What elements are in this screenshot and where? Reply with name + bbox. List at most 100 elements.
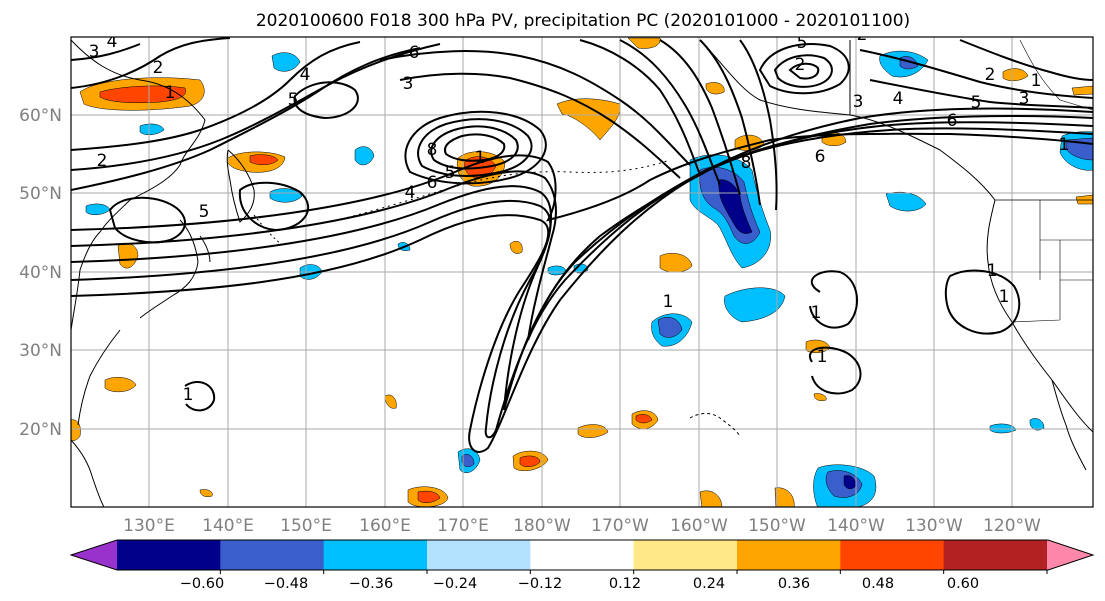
colorbar-tick-label: −0.24 [433, 576, 477, 592]
precip-patch [271, 52, 301, 72]
lon-label: 130°E [123, 516, 175, 536]
precip-patch [417, 490, 441, 503]
precip-patch [1071, 85, 1093, 96]
lon-label: 140°E [202, 516, 254, 536]
lon-label: 160°W [670, 516, 728, 536]
pv-contour [71, 41, 361, 151]
precip-shading [71, 37, 1093, 507]
precip-patch [627, 37, 661, 49]
colorbar-tick-label: 0.60 [947, 576, 979, 592]
pv-contour [809, 270, 859, 329]
lon-labels: 130°E 140°E 150°E 160°E 170°E 180°W 170°… [123, 516, 1041, 536]
colorbar: −0.60 −0.48 −0.36 −0.24 −0.12 0.12 0.24 … [69, 539, 1095, 592]
colorbar-tick-label: −0.60 [180, 576, 224, 592]
colorbar-segment [117, 540, 221, 570]
figure-title: 2020100600 F018 300 hPa PV, precipitatio… [256, 11, 910, 31]
contour-label: 1 [1059, 135, 1070, 155]
contour-label: 1 [183, 385, 194, 405]
lat-label: 20°N [19, 420, 62, 440]
lon-label: 160°E [359, 516, 411, 536]
contour-label: 2 [795, 55, 806, 75]
pv-contour [869, 79, 1093, 109]
colorbar-tick-label: −0.48 [264, 576, 308, 592]
pv-contour [430, 125, 519, 170]
pv-contour [404, 110, 547, 185]
colorbar-outline [69, 539, 1095, 571]
lat-label: 30°N [19, 341, 62, 361]
contour-label: 5 [199, 202, 210, 222]
pv-contour [739, 39, 778, 211]
colorbar-extend-high [1047, 540, 1093, 570]
colorbar-segment [220, 540, 325, 570]
colorbar-segment [943, 540, 1048, 570]
pv-contour [417, 118, 533, 177]
contour-label: 3 [1019, 89, 1030, 109]
colorbar-tick-label: −0.12 [518, 576, 562, 592]
contour-label: 3 [853, 92, 864, 112]
pv-contour [71, 132, 1093, 231]
lon-label: 170°E [437, 516, 489, 536]
precip-patch [774, 487, 795, 507]
pv-contour [184, 381, 216, 412]
colorbar-tick-label: 0.36 [778, 576, 810, 592]
contour-label: 5 [971, 93, 982, 113]
pv-contour [71, 107, 1093, 453]
precip-patch [659, 253, 693, 273]
precip-patch [199, 489, 213, 497]
precip-patch [509, 241, 523, 254]
precip-patch [577, 424, 609, 438]
lat-labels: 60°N 50°N 40°N 30°N 20°N [19, 106, 62, 440]
precip-patch [354, 146, 375, 166]
colorbar-segment [530, 540, 635, 570]
pv-contour [619, 39, 721, 186]
colorbar-segment [633, 540, 738, 570]
precip-patch [724, 287, 786, 323]
colorbar-segments [71, 540, 1093, 570]
map-frame [70, 36, 1094, 508]
precip-patch [519, 455, 541, 467]
contour-label: 1 [1031, 71, 1042, 91]
contour-label: 4 [107, 32, 118, 52]
pv-contour [238, 181, 309, 232]
pv-contours [71, 37, 1093, 453]
pv-contour [293, 81, 359, 120]
kamchatka-coast [226, 149, 255, 223]
contour-label: 2 [153, 58, 164, 78]
colorbar-segment [323, 540, 428, 570]
precip-patch [249, 154, 279, 165]
pv-contour [108, 196, 186, 244]
precip-patch [104, 377, 137, 393]
hawaii-islands [689, 413, 741, 437]
map-panel[interactable]: 3 4 2 1 5 2 3 6 5 8 4 6 5 1 4 1 2 5 3 4 [70, 25, 1094, 508]
lat-label: 60°N [19, 106, 62, 126]
pv-contour [859, 49, 1093, 99]
contour-label: 1 [817, 347, 828, 367]
precip-patch [885, 191, 927, 212]
contour-label: 5 [797, 33, 808, 53]
precip-patch [635, 414, 653, 424]
lon-label: 130°W [905, 516, 963, 536]
colorbar-extend-low [71, 540, 117, 570]
lat-label: 40°N [19, 263, 62, 283]
pv-contour [809, 346, 862, 395]
pv-contour [444, 133, 506, 162]
contour-label: 1 [987, 261, 998, 281]
pv-contour [71, 43, 141, 61]
pv-contour [71, 37, 231, 89]
pv-contour [944, 269, 1021, 335]
colorbar-segment [427, 540, 531, 570]
colorbar-segment [840, 540, 945, 570]
pv-contour [71, 127, 1093, 341]
lon-label: 180°W [513, 516, 571, 536]
lon-label: 150°E [280, 516, 332, 536]
contour-label: 6 [409, 43, 420, 63]
precip-patch [461, 454, 475, 467]
colorbar-ticks: −0.60 −0.48 −0.36 −0.24 −0.12 0.12 0.24 … [180, 570, 1048, 592]
colorbar-tick-label: −0.36 [349, 576, 393, 592]
contour-label: 2 [97, 151, 108, 171]
pv-contour [71, 43, 441, 171]
pv-contour [579, 39, 701, 176]
contour-label-group: 3 4 2 1 5 2 3 6 5 8 4 6 5 1 4 1 2 5 3 4 [89, 32, 1070, 405]
contour-label: 4 [893, 89, 904, 109]
